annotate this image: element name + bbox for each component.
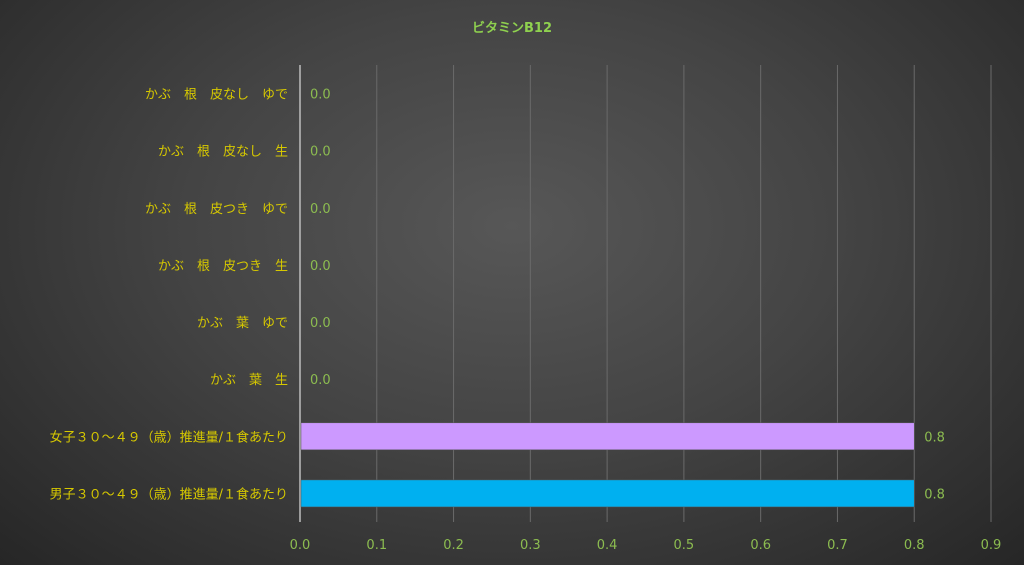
x-tick-label: 0.1 [366, 538, 387, 553]
category-label: かぶ 根 皮なし 生 [158, 145, 288, 160]
category-label: かぶ 根 皮なし ゆで [145, 88, 288, 103]
category-label: かぶ 葉 ゆで [197, 316, 288, 331]
category-label: かぶ 根 皮つき ゆで [145, 202, 288, 217]
x-tick-label: 0.6 [750, 538, 771, 553]
bar [300, 479, 915, 508]
chart-title: ビタミンB12 [472, 20, 552, 36]
x-tick-label: 0.0 [290, 538, 311, 553]
data-label: 0.0 [310, 145, 331, 160]
category-label: かぶ 葉 生 [210, 373, 288, 388]
data-label: 0.0 [310, 373, 331, 388]
category-label: 女子３０～４９（歳）推進量/１食あたり [50, 429, 288, 445]
x-tick-label: 0.2 [443, 538, 464, 553]
data-label: 0.0 [310, 259, 331, 274]
x-tick-label: 0.8 [904, 538, 925, 553]
data-label: 0.0 [310, 202, 331, 217]
data-label: 0.0 [310, 88, 331, 103]
data-label: 0.8 [924, 430, 945, 445]
category-label: かぶ 根 皮つき 生 [158, 259, 288, 274]
x-tick-label: 0.3 [520, 538, 541, 553]
x-tick-label: 0.9 [981, 538, 1002, 553]
bar [300, 422, 915, 451]
data-label: 0.0 [310, 316, 331, 331]
category-label: 男子３０～４９（歳）推進量/１食あたり [50, 486, 288, 502]
data-label: 0.8 [924, 487, 945, 502]
x-tick-label: 0.4 [597, 538, 618, 553]
x-tick-label: 0.7 [827, 538, 848, 553]
x-tick-label: 0.5 [674, 538, 695, 553]
